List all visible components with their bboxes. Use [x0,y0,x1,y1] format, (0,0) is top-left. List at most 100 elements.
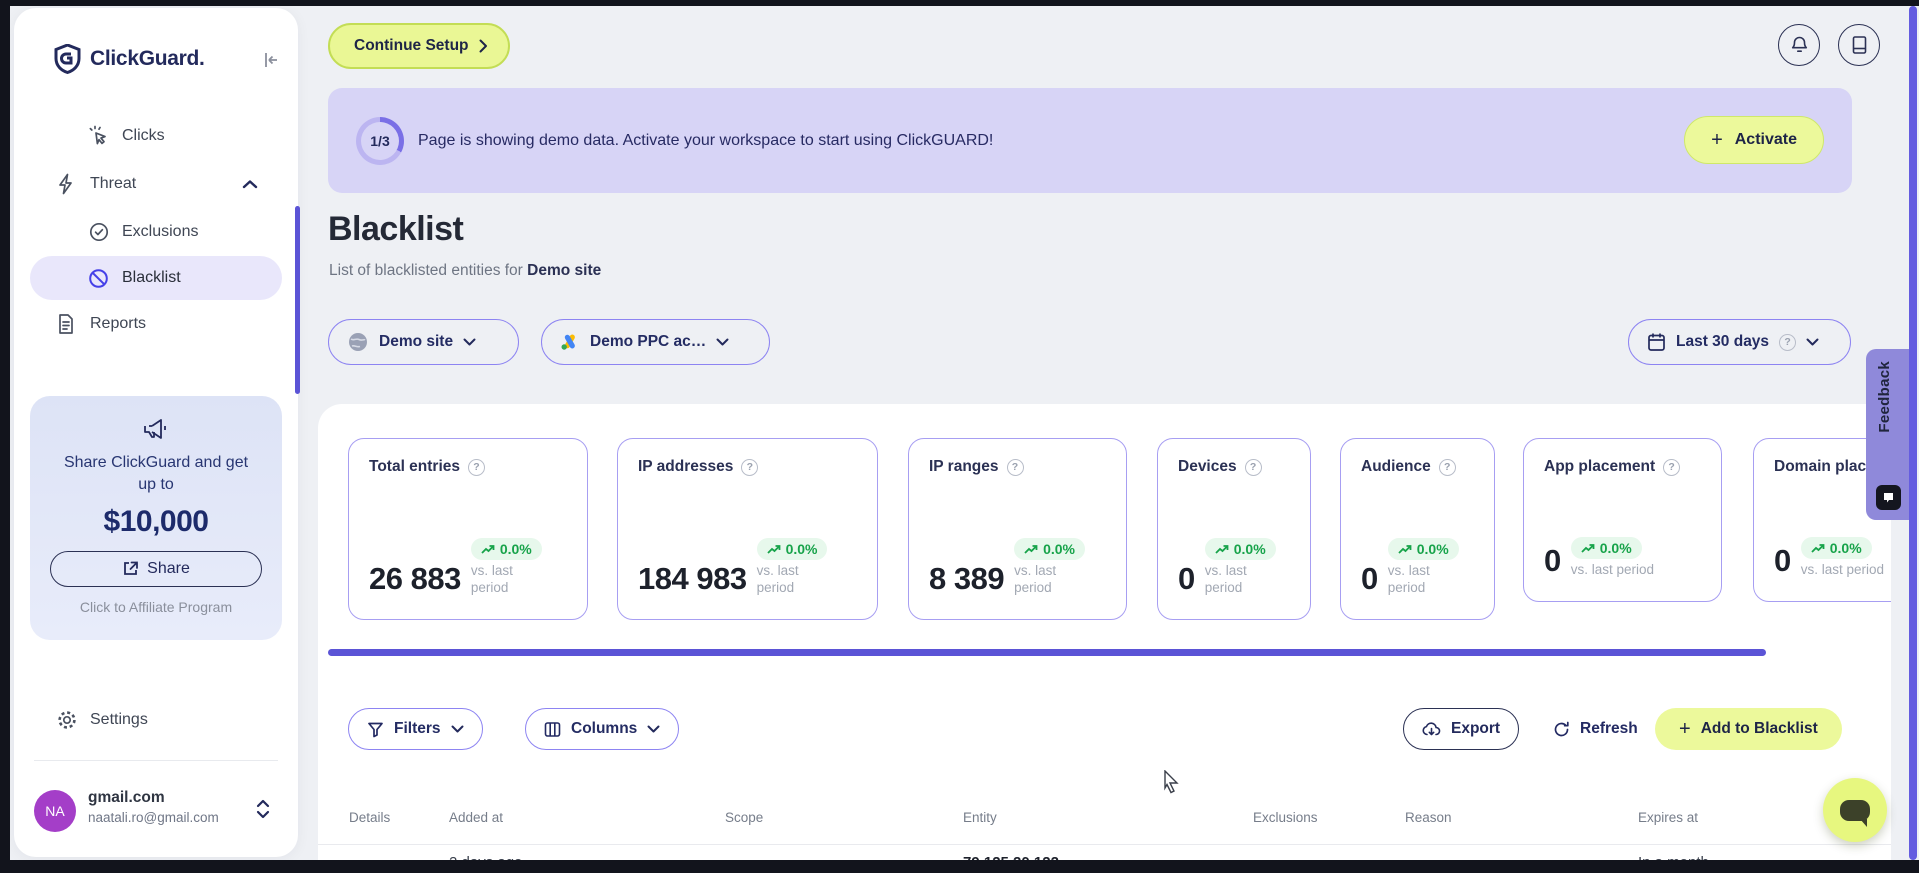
column-header-exclusions[interactable]: Exclusions [1253,810,1318,825]
sidebar-menu: Clicks Threat Exclusions Blacklist [14,112,298,348]
stat-vs-label: vs. last period [470,563,513,596]
column-header-reason[interactable]: Reason [1405,810,1452,825]
sidebar-item-label: Reports [90,315,147,332]
column-header-entity[interactable]: Entity [963,810,997,825]
date-range-selector[interactable]: Last 30 days ? [1628,319,1851,365]
activate-button[interactable]: + Activate [1684,116,1824,164]
help-icon[interactable]: ? [1663,458,1681,476]
affiliate-promo-card[interactable]: Share ClickGuard and get up to $10,000 S… [30,396,282,640]
blocked-icon [88,268,109,289]
sidebar-divider [34,760,278,761]
sidebar-collapse-icon[interactable] [260,50,280,70]
sidebar-item-exclusions[interactable]: Exclusions [14,208,298,256]
site-selector[interactable]: Demo site [328,319,519,365]
sidebar-item-settings[interactable]: Settings [14,696,298,744]
filters-dropdown[interactable]: Filters [348,708,483,750]
badge-check-icon [88,221,110,243]
columns-dropdown-label: Columns [571,720,638,737]
account-switcher[interactable]: NA gmail.com naatali.ro@gmail.com [14,776,298,846]
feedback-tab[interactable]: Feedback [1866,349,1911,520]
stat-vs-label: vs. last period [1800,562,1885,578]
stat-delta: 0.0% [1233,541,1266,558]
page-title: Blacklist [328,210,464,248]
chevron-down-icon [647,725,660,733]
column-header-added-at[interactable]: Added at [449,810,504,825]
help-icon[interactable]: ? [1779,333,1797,351]
chat-bubble-icon [1840,799,1870,827]
chevron-right-icon [479,39,488,53]
help-icon[interactable]: ? [1438,458,1456,476]
content-panel: Total entries? 26 883 0.0% vs. last peri… [318,404,1891,873]
feedback-app-icon [1876,485,1901,510]
column-header-expires-at[interactable]: Expires at [1638,810,1699,825]
activate-button-label: Activate [1734,131,1797,148]
chevron-up-icon[interactable] [242,179,258,189]
shield-logo-icon [54,44,81,74]
account-email: naatali.ro@gmail.com [88,810,219,825]
cards-horizontal-scrollbar[interactable] [328,649,1766,656]
date-range-value: Last 30 days [1676,333,1770,350]
docs-button[interactable] [1838,24,1880,66]
column-header-scope[interactable]: Scope [725,810,764,825]
gear-icon [56,709,78,731]
continue-setup-button[interactable]: Continue Setup [328,23,510,69]
stat-delta: 0.0% [785,541,818,558]
sidebar-scrollbar[interactable] [295,206,300,394]
sidebar-item-blacklist[interactable]: Blacklist [30,256,282,300]
setup-progress-text: 1/3 [361,122,399,160]
columns-dropdown[interactable]: Columns [525,708,680,750]
ppc-account-selector[interactable]: Demo PPC ac… [541,319,770,365]
stat-label: App placement [1544,458,1656,475]
stat-card-app-placement: App placement? 0 0.0% vs. last period [1523,438,1722,602]
stat-delta: 0.0% [1043,541,1075,558]
page-vertical-scrollbar[interactable] [1909,6,1917,860]
table-header-divider [318,844,1891,845]
add-to-blacklist-button[interactable]: + Add to Blacklist [1655,708,1842,750]
refresh-icon [1553,721,1570,738]
document-icon [56,313,76,335]
share-button[interactable]: Share [50,550,262,587]
stat-label: Total entries [369,458,461,475]
app-logo-text: ClickGuard. [90,47,205,70]
chevron-up-down-icon [256,798,270,820]
add-to-blacklist-label: Add to Blacklist [1700,720,1818,737]
trend-up-icon [1024,544,1038,554]
page-subtitle-site: Demo site [527,262,602,279]
plus-icon: + [1711,129,1723,151]
stat-value: 0 [1361,561,1378,596]
help-icon[interactable]: ? [468,458,486,476]
trend-up-icon [1581,543,1595,553]
sidebar-item-label: Threat [90,175,137,192]
chevron-down-icon [463,338,476,346]
chat-launcher-button[interactable] [1823,778,1887,842]
funnel-icon [367,721,384,738]
feedback-tab-label: Feedback [1876,361,1893,433]
stat-value: 184 983 [638,561,747,596]
refresh-button[interactable]: Refresh [1535,708,1656,750]
export-button[interactable]: Export [1403,708,1520,750]
window-frame-top [0,0,1919,6]
calendar-icon [1647,332,1666,352]
help-icon[interactable]: ? [1244,458,1262,476]
sidebar-item-label: Exclusions [122,223,199,240]
book-icon [1851,35,1868,55]
page-subtitle: List of blacklisted entities for Demo si… [329,262,601,280]
stat-vs-label: vs. last period [1570,562,1655,578]
stat-card-ip-ranges: IP ranges? 8 389 0.0% vs. last period [908,438,1127,620]
help-icon[interactable]: ? [741,458,759,476]
stat-value: 26 883 [369,561,461,596]
sidebar-item-label: Blacklist [122,269,181,286]
trend-up-icon [766,544,780,554]
sidebar-item-reports[interactable]: Reports [14,300,298,348]
column-header-details[interactable]: Details [349,810,391,825]
stat-delta: 0.0% [1829,540,1862,557]
sidebar-item-threat[interactable]: Threat [14,160,298,208]
demo-data-banner: 1/3 Page is showing demo data. Activate … [328,88,1852,193]
promo-amount: $10,000 [103,504,209,538]
sidebar-item-clicks[interactable]: Clicks [14,112,298,160]
notifications-button[interactable] [1778,24,1820,66]
affiliate-link-text: Click to Affiliate Program [79,598,233,615]
stat-value: 8 389 [929,561,1005,596]
help-icon[interactable]: ? [1006,458,1024,476]
share-button-label: Share [147,559,190,577]
